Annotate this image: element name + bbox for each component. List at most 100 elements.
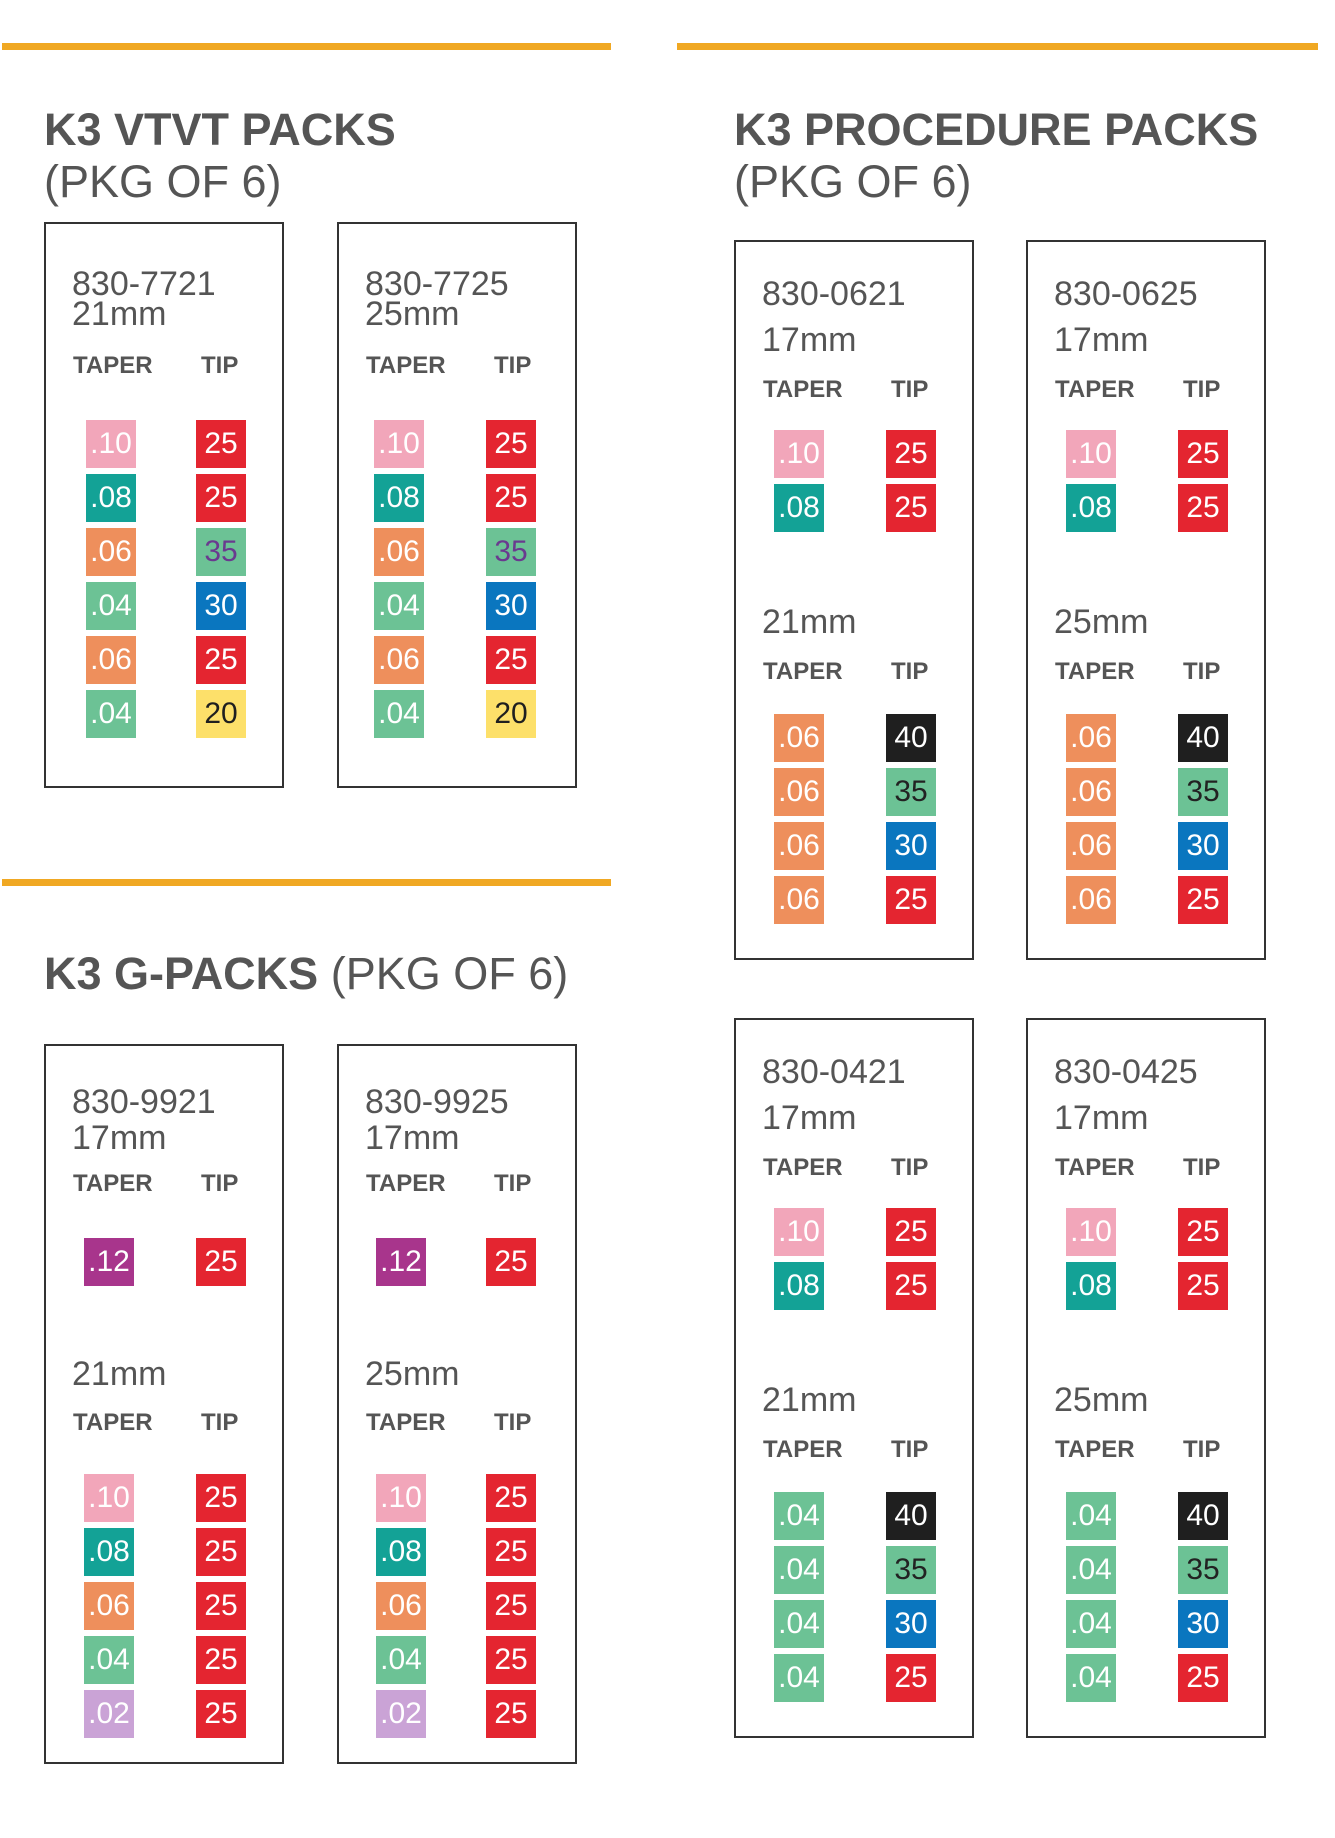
tip-swatch: 25 [486,420,536,468]
pack-card-830-0421: 830-0421 17mm TAPER TIP .10 25 .08 25 21mm TAPER T… [734,1018,974,1738]
tip-swatch: 25 [196,1636,246,1684]
file-length: 25mm [1054,1381,1149,1419]
file-length: 17mm [762,1099,857,1137]
taper-swatch: .04 [376,1636,426,1684]
tip-swatch: 25 [886,430,936,478]
tip-header: TIP [494,1170,532,1197]
tip-swatch: 40 [1178,714,1228,762]
taper-header: TAPER [763,376,843,403]
taper-swatch: .04 [374,582,424,630]
tip-swatch: 25 [486,1582,536,1630]
file-length: 25mm [365,295,460,333]
taper-swatch: .06 [376,1582,426,1630]
procedure-section-title: K3 PROCEDURE PACKS (PKG OF 6) [734,104,1258,208]
taper-swatch: .06 [774,822,824,870]
taper-swatch: .04 [1066,1654,1116,1702]
tip-swatch: 35 [1178,768,1228,816]
procedure-title-bold: K3 PROCEDURE PACKS [734,104,1259,155]
tip-swatch: 40 [886,1492,936,1540]
pack-code: 830-0621 [762,275,906,313]
pack-card-830-7721: 830-7721 21mm TAPER TIP .10 25 .08 25 .06 35 .04 30… [44,222,284,788]
pack-code: 830-9921 [72,1083,216,1121]
taper-swatch: .06 [774,714,824,762]
tip-swatch: 30 [486,582,536,630]
tip-swatch: 35 [486,528,536,576]
taper-swatch: .12 [84,1238,134,1286]
file-length: 25mm [365,1355,460,1393]
tip-swatch: 25 [1178,430,1228,478]
gpacks-title-bold: K3 G-PACKS [44,948,319,999]
tip-swatch: 35 [886,768,936,816]
taper-swatch: .04 [86,582,136,630]
taper-header: TAPER [73,352,153,379]
tip-swatch: 25 [196,636,246,684]
file-length: 25mm [1054,603,1149,641]
taper-header: TAPER [1055,376,1135,403]
taper-swatch: .08 [376,1528,426,1576]
taper-swatch: .10 [774,430,824,478]
taper-swatch: .10 [1066,1208,1116,1256]
tip-header: TIP [1183,1436,1221,1463]
taper-swatch: .06 [774,768,824,816]
tip-swatch: 25 [886,1654,936,1702]
pack-card-830-0621: 830-0621 17mm TAPER TIP .10 25 .08 25 21mm TAPER T… [734,240,974,960]
tip-swatch: 25 [486,1474,536,1522]
taper-header: TAPER [1055,658,1135,685]
taper-swatch: .06 [84,1582,134,1630]
taper-swatch: .08 [1066,1262,1116,1310]
taper-swatch: .04 [1066,1546,1116,1594]
taper-swatch: .10 [86,420,136,468]
taper-header: TAPER [1055,1154,1135,1181]
taper-swatch: .10 [774,1208,824,1256]
tip-swatch: 40 [1178,1492,1228,1540]
taper-swatch: .10 [84,1474,134,1522]
vtvt-title-bold: K3 VTVT PACKS [44,104,396,155]
pack-code: 830-0625 [1054,275,1198,313]
file-length: 17mm [1054,321,1149,359]
tip-swatch: 25 [196,420,246,468]
tip-header: TIP [201,1409,239,1436]
tip-swatch: 40 [886,714,936,762]
pack-card-830-7725: 830-7725 25mm TAPER TIP .10 25 .08 25 .06 35 .04 30… [337,222,577,788]
tip-header: TIP [201,352,239,379]
tip-header: TIP [891,1436,929,1463]
tip-swatch: 30 [196,582,246,630]
pack-code: 830-0421 [762,1053,906,1091]
tip-swatch: 25 [886,1208,936,1256]
taper-swatch: .06 [1066,876,1116,924]
taper-swatch: .08 [1066,484,1116,532]
taper-swatch: .06 [1066,822,1116,870]
section-rule-left-middle [2,879,611,886]
file-length: 17mm [762,321,857,359]
taper-swatch: .08 [374,474,424,522]
taper-swatch: .08 [84,1528,134,1576]
section-rule-left-top [2,43,611,50]
tip-swatch: 25 [886,876,936,924]
taper-swatch: .06 [86,528,136,576]
taper-swatch: .06 [774,876,824,924]
pack-code: 830-0425 [1054,1053,1198,1091]
tip-swatch: 20 [486,690,536,738]
tip-swatch: 35 [886,1546,936,1594]
pack-code: 830-7725 [365,265,509,303]
tip-swatch: 25 [1178,1262,1228,1310]
taper-swatch: .10 [1066,430,1116,478]
taper-swatch: .12 [376,1238,426,1286]
taper-swatch: .06 [86,636,136,684]
tip-header: TIP [891,658,929,685]
file-length: 17mm [72,1119,167,1157]
taper-header: TAPER [1055,1436,1135,1463]
file-length: 17mm [365,1119,460,1157]
tip-swatch: 25 [1178,876,1228,924]
taper-swatch: .06 [374,528,424,576]
taper-header: TAPER [763,1154,843,1181]
taper-swatch: .06 [1066,714,1116,762]
taper-swatch: .04 [84,1636,134,1684]
pack-card-830-9925: 830-9925 17mm TAPER TIP .12 25 25mm TAPER TIP .10… [337,1044,577,1764]
pack-card-830-0425: 830-0425 17mm TAPER TIP .10 25 .08 25 25mm TAPER T… [1026,1018,1266,1738]
taper-header: TAPER [366,352,446,379]
tip-swatch: 25 [486,1238,536,1286]
tip-swatch: 25 [196,1528,246,1576]
tip-swatch: 35 [1178,1546,1228,1594]
pack-card-830-0625: 830-0625 17mm TAPER TIP .10 25 .08 25 25mm TAPER T… [1026,240,1266,960]
